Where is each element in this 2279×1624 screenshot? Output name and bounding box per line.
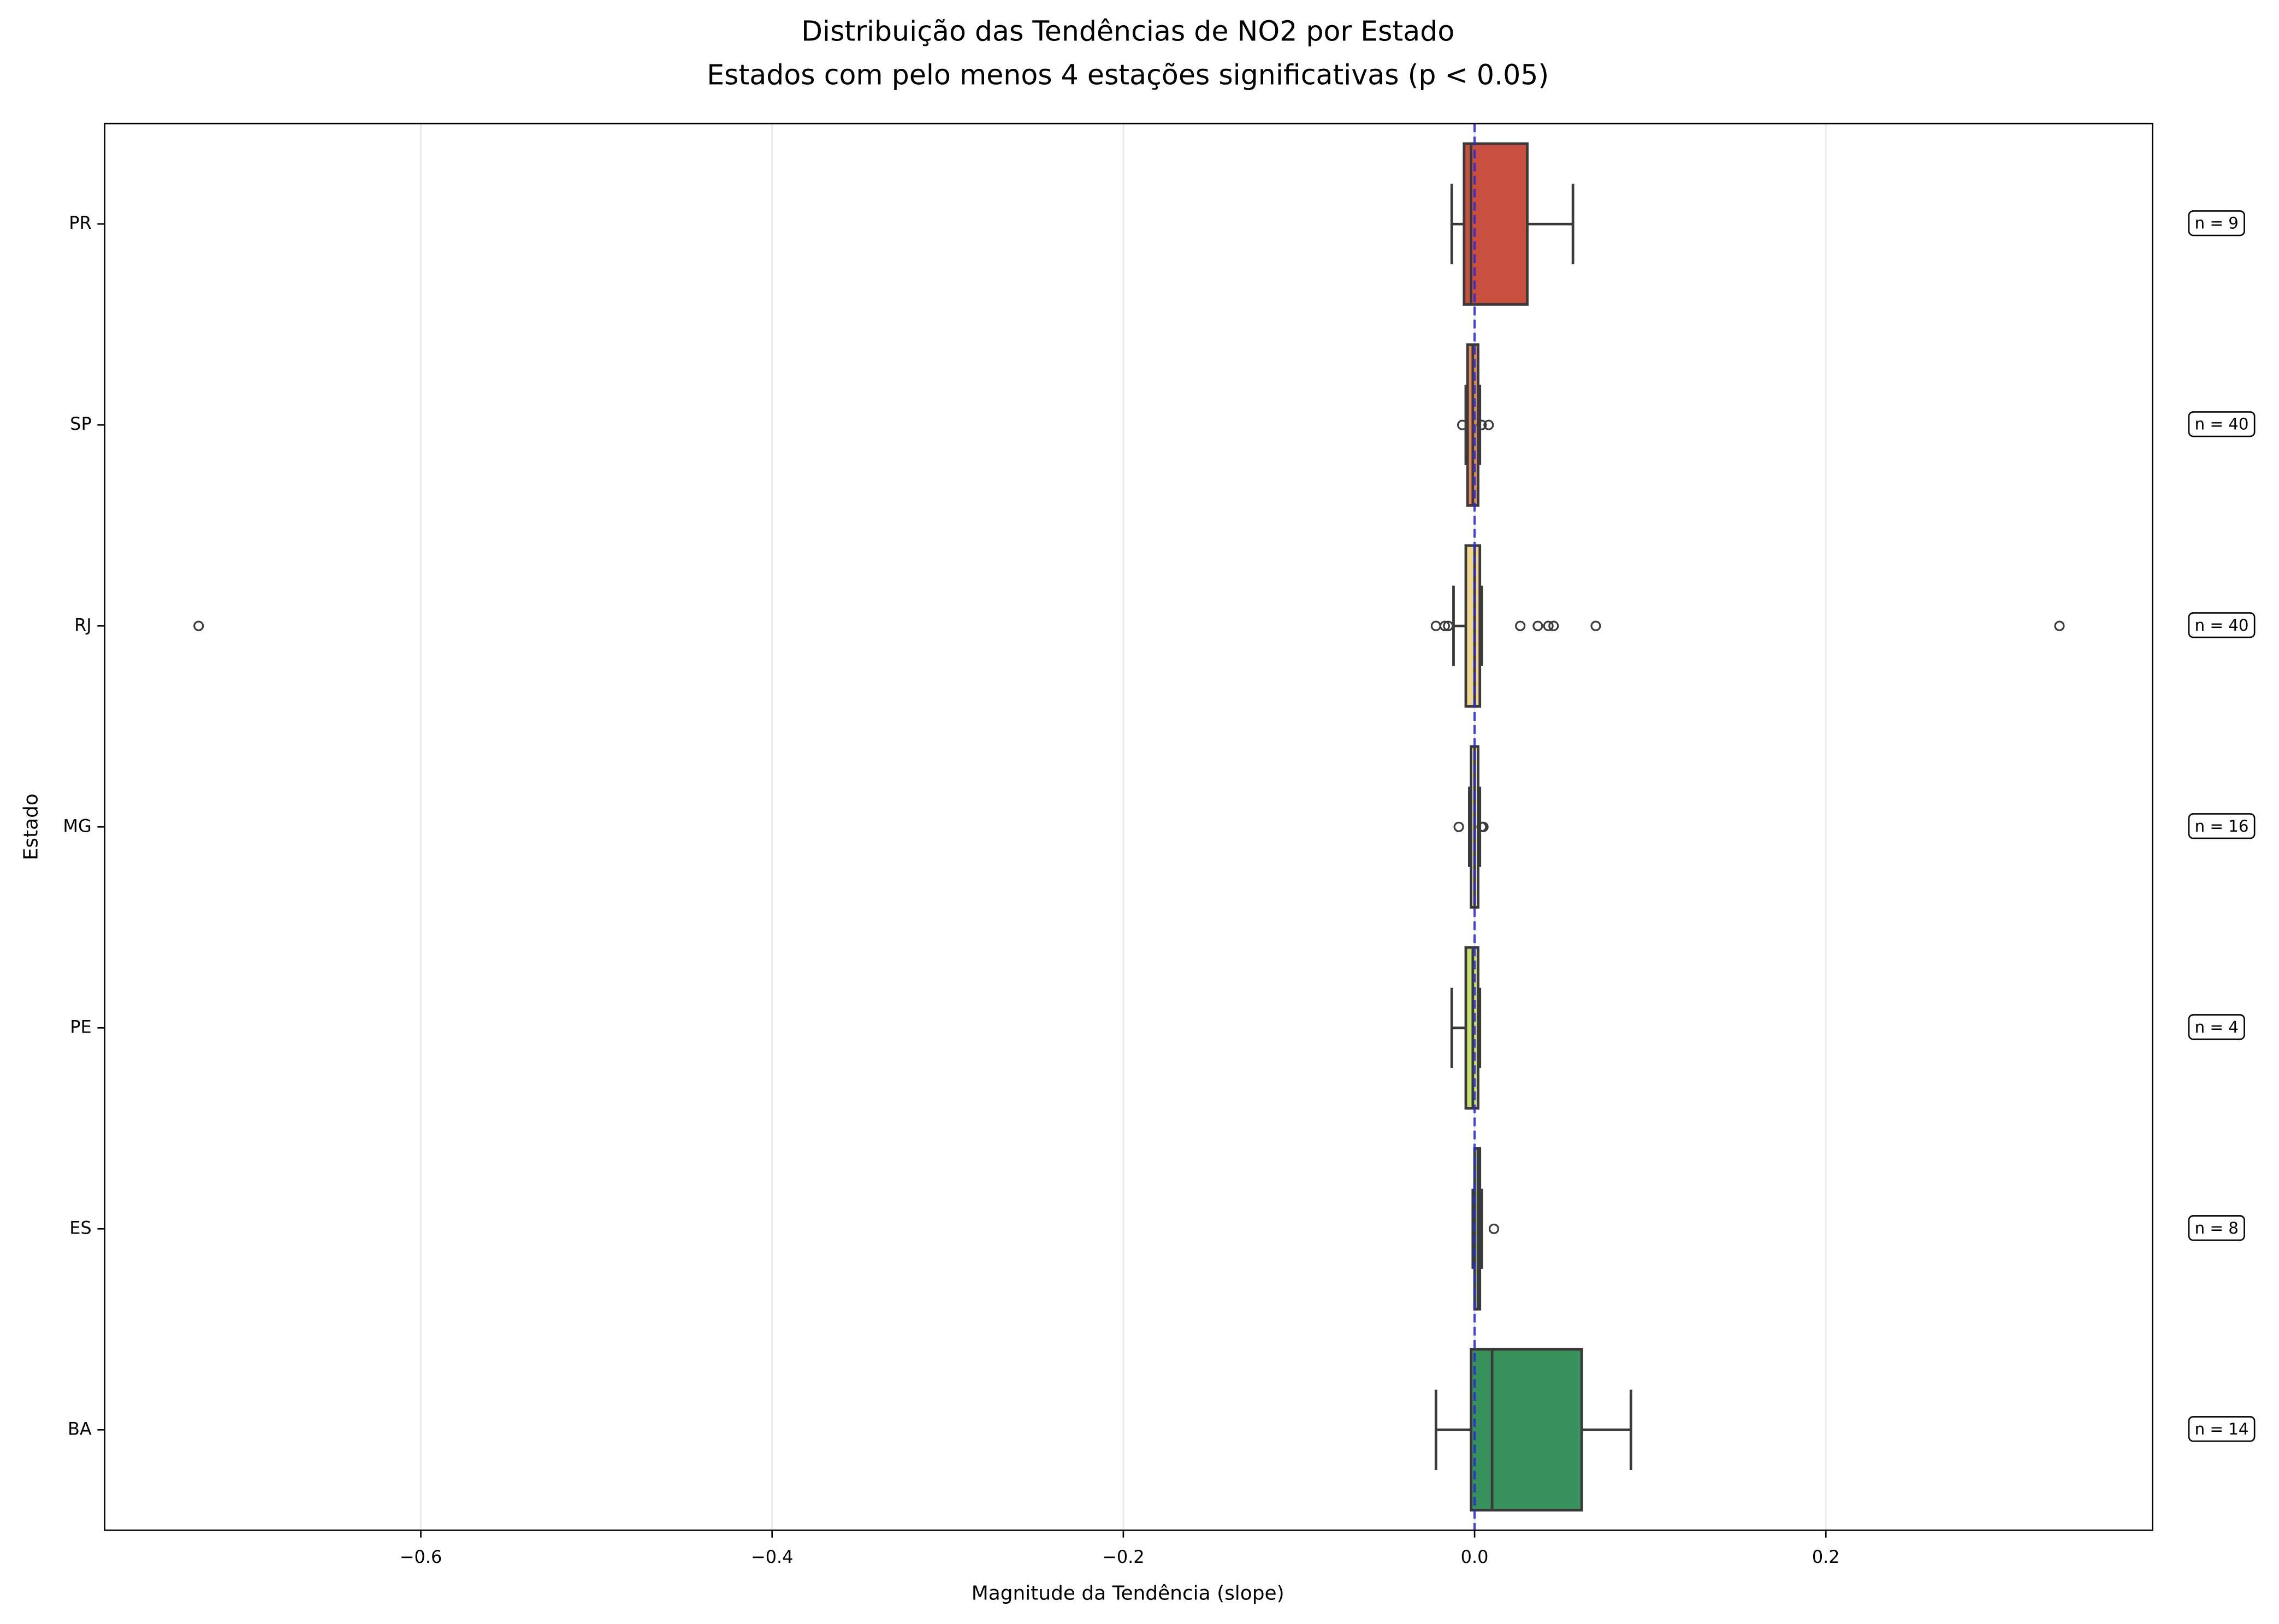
- outlier: [1515, 620, 1526, 631]
- count-label-box: [2188, 411, 2256, 437]
- count-label-box: [2188, 1416, 2256, 1442]
- x-tick-label: −0.6: [400, 1546, 442, 1567]
- outlier: [1457, 419, 1468, 430]
- y-tick-label: SP: [70, 413, 92, 434]
- y-tick-label: RJ: [74, 614, 92, 635]
- outlier: [1532, 620, 1543, 631]
- x-axis-label: Magnitude da Tendência (slope): [972, 1582, 1284, 1604]
- box: [1470, 1348, 1583, 1512]
- count-label-box: [2188, 1215, 2245, 1241]
- x-tick-label: −0.2: [1102, 1546, 1145, 1567]
- count-label-box: [2188, 210, 2245, 236]
- count-label: n = 9: [2195, 214, 2239, 233]
- outlier: [1548, 620, 1559, 631]
- outlier: [1439, 620, 1450, 631]
- outlier: [1453, 821, 1464, 832]
- outlier: [1476, 419, 1487, 430]
- y-tick-label: PE: [70, 1016, 91, 1037]
- outlier: [1443, 620, 1454, 631]
- y-tick-label: MG: [63, 815, 91, 836]
- count-label-box: [2188, 1014, 2245, 1040]
- count-label-box: [2188, 813, 2256, 839]
- x-tick-label: 0.0: [1461, 1546, 1489, 1567]
- outlier: [1543, 620, 1554, 631]
- y-tick-label: BA: [68, 1418, 92, 1439]
- y-tick-label: PR: [69, 212, 91, 233]
- x-tick-label: 0.2: [1812, 1546, 1840, 1567]
- outlier: [193, 620, 204, 631]
- chart-title: Distribuição das Tendências de NO2 por E…: [801, 15, 1454, 48]
- count-label: n = 4: [2195, 1018, 2239, 1036]
- outlier: [1478, 821, 1489, 832]
- chart-subtitle: Estados com pelo menos 4 estações signif…: [707, 59, 1549, 91]
- y-tick-label: ES: [69, 1217, 91, 1238]
- y-axis-label: Estado: [20, 793, 43, 860]
- count-label-box: [2188, 612, 2256, 638]
- outlier: [1590, 620, 1601, 631]
- count-label: n = 14: [2195, 1420, 2249, 1438]
- outlier: [1483, 419, 1494, 430]
- plot-frame: [104, 122, 2153, 1531]
- count-label: n = 40: [2195, 616, 2249, 635]
- box: [1464, 544, 1482, 708]
- outlier: [2054, 620, 2065, 631]
- count-label: n = 40: [2195, 415, 2249, 434]
- count-label: n = 16: [2195, 817, 2249, 835]
- count-label: n = 8: [2195, 1219, 2239, 1237]
- outlier: [1488, 1223, 1500, 1234]
- x-tick-label: −0.4: [751, 1546, 794, 1567]
